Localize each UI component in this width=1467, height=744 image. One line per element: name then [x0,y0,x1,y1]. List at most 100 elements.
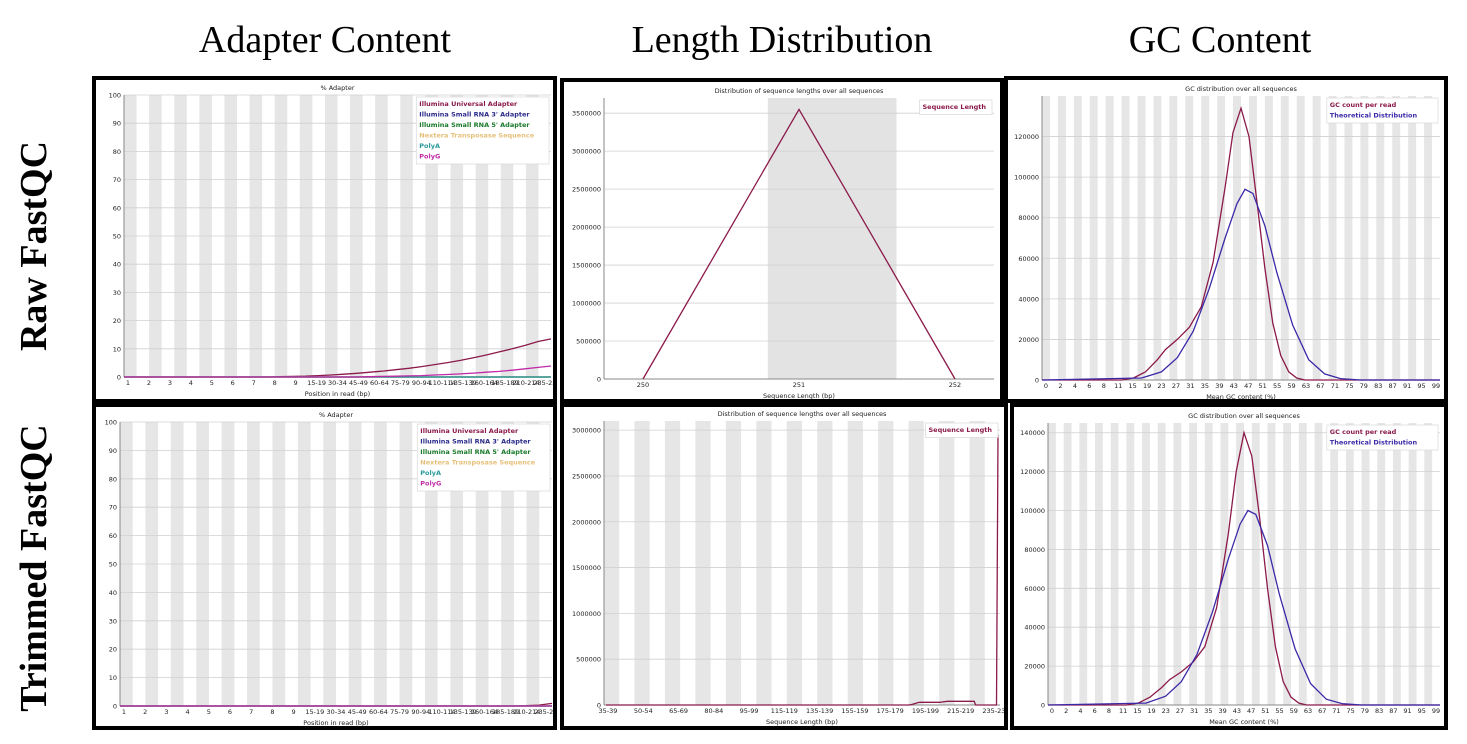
x-tick-label: 45-49 [349,379,368,387]
background-stripe [878,421,894,705]
chart-svg: 0 20000 40000 60000 80000 100000 120000 140000 G… [1020,412,1440,726]
legend-box [925,422,999,438]
x-tick-label: 6 [231,379,235,387]
y-tick-label: 0 [597,702,601,710]
background-stripe [1408,96,1417,380]
column-title-length-distribution: Length Distribution [631,19,933,61]
background-stripe [817,421,833,705]
column-title-adapter-content: Adapter Content [198,19,452,61]
background-stripe [786,421,802,705]
y-tick-label: 50 [113,233,121,241]
chart-svg: 0 10 20 30 40 50 60 70 80 90 100 % Adapter Position … [105,411,553,726]
series-line [124,365,552,378]
x-tick-label: 79 [1360,382,1368,390]
legend-box [1326,97,1439,124]
y-tick-label: 80000 [1024,546,1045,554]
background-stripe [1328,96,1337,380]
y-tick-label: 3000000 [572,148,601,156]
x-tick-label: 11 [1114,382,1122,390]
x-tick-label: 99 [1432,382,1440,390]
background-stripe [1169,96,1178,380]
x-tick-label: 210-214 [512,379,539,387]
x-tick-label: 15-19 [307,379,326,387]
y-tick-label: 2500000 [572,472,601,480]
y-tick-label: 500000 [576,338,601,346]
x-tick-label: 8 [273,379,277,387]
background-stripe [1248,96,1257,380]
background-stripe [969,421,985,705]
x-tick-label: 23 [1162,707,1170,715]
row-title-trimmed: Trimmed FastQC [13,424,55,712]
legend-entry: GC count per read [1330,428,1397,436]
legend-box [1326,424,1439,451]
background-stripe [1283,423,1292,705]
series-line [1048,430,1440,706]
background-stripe [1137,96,1146,380]
background-stripe [1392,423,1401,705]
x-tick-label: 67 [1316,382,1324,390]
x-tick-label: 6 [1093,707,1097,715]
x-tick-label: 27 [1176,707,1184,715]
background-stripe [1042,96,1050,380]
x-tick-label: 110-114 [428,708,455,716]
x-tick-label: 87 [1389,707,1397,715]
background-stripe [1204,423,1213,705]
y-tick-label: 90 [109,447,117,455]
x-tick-label: 30-34 [328,379,347,387]
chart-panel-trimmed-length: 0 500000 1000000 1500000 2000000 2500000 30000… [560,403,1008,730]
background-stripe [1392,96,1401,380]
x-tick-label: 67 [1318,707,1326,715]
x-tick-label: 135-139 [806,707,833,715]
background-stripe [1057,96,1066,380]
background-stripe [1345,423,1354,705]
y-tick-label: 0 [1035,377,1039,385]
background-stripe [756,421,772,705]
y-tick-label: 40 [113,261,121,269]
x-tick-label: 250 [637,381,649,389]
x-tick-label: 5 [210,379,214,387]
legend-box [919,99,993,115]
x-tick-label: 60-64 [369,708,388,716]
x-axis-label: Sequence Length (bp) [763,392,835,399]
x-tick-label: 0 [1050,707,1054,715]
background-stripe [1312,96,1321,380]
y-tick-label: 1000000 [572,610,601,618]
x-tick-label: 45-49 [348,708,367,716]
legend-entry: Nextera Transposase Sequence [419,132,534,140]
x-tick-label: 0 [1044,382,1048,390]
x-tick-label: 2 [147,379,151,387]
y-tick-label: 20 [113,317,121,325]
legend-entry: Illumina Small RNA 3' Adapter [420,438,531,446]
x-tick-label: 50-54 [634,707,653,715]
background-stripe [939,421,955,705]
background-stripe [1377,423,1386,705]
x-tick-label: 19 [1143,382,1151,390]
chart-svg: 0 20000 40000 60000 80000 100000 120000 GC dist… [1014,85,1440,399]
x-tick-label: 252 [949,381,961,389]
x-tick-label: 251 [793,381,805,389]
y-tick-label: 40000 [1018,295,1039,303]
x-tick-label: 8 [270,708,274,716]
x-tick-label: 235-239 [982,707,1004,715]
y-tick-label: 120000 [1020,468,1045,476]
background-stripe [1189,423,1197,705]
x-tick-label: 3 [168,379,172,387]
background-stripe [1126,423,1135,705]
x-tick-label: 75-79 [390,708,409,716]
x-tick-label: 235-239 [533,379,553,387]
background-stripe [1280,96,1289,380]
row-title-raw: Raw FastQC [13,140,55,352]
x-tick-label: 79 [1361,707,1369,715]
y-tick-label: 10 [109,674,117,682]
chart-title: % Adapter [319,411,353,419]
y-tick-label: 3500000 [572,110,601,118]
x-tick-label: 185-189 [492,708,519,716]
y-tick-label: 30 [109,617,117,625]
x-axis-label: Position in read (bp) [305,390,370,398]
legend-entry: Illumina Universal Adapter [419,100,518,108]
x-tick-label: 71 [1332,707,1340,715]
x-tick-label: 6 [228,708,232,716]
y-tick-label: 3000000 [572,427,601,435]
x-tick-label: 80-84 [704,707,723,715]
background-stripe [664,421,681,705]
